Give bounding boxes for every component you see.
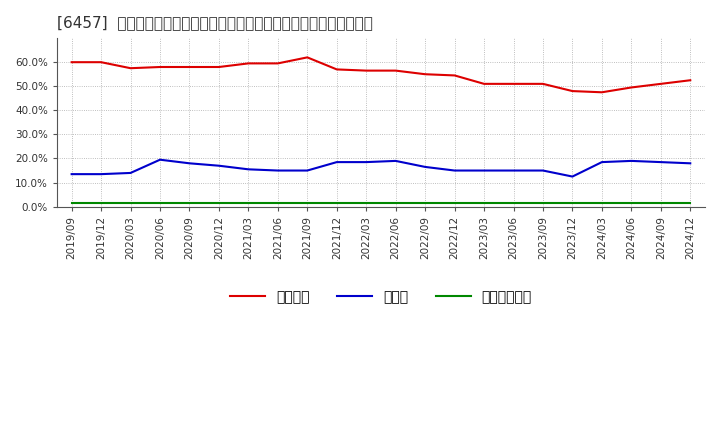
繰延税金資産 [480, 200, 488, 205]
繰延税金資産 [450, 200, 459, 205]
繰延税金資産 [333, 200, 341, 205]
繰延税金資産 [392, 200, 400, 205]
自己資本 [539, 81, 547, 87]
繰延税金資産 [215, 200, 223, 205]
Line: のれん: のれん [71, 160, 690, 176]
自己資本 [480, 81, 488, 87]
繰延税金資産 [686, 200, 695, 205]
のれん [362, 159, 371, 165]
のれん [686, 161, 695, 166]
自己資本 [96, 59, 105, 65]
自己資本 [156, 64, 164, 70]
のれん [303, 168, 312, 173]
繰延税金資産 [185, 200, 194, 205]
のれん [657, 159, 665, 165]
のれん [627, 158, 636, 164]
自己資本 [568, 88, 577, 94]
繰延税金資産 [303, 200, 312, 205]
繰延税金資産 [539, 200, 547, 205]
自己資本 [215, 64, 223, 70]
のれん [274, 168, 282, 173]
のれん [539, 168, 547, 173]
繰延税金資産 [598, 200, 606, 205]
Line: 自己資本: 自己資本 [71, 57, 690, 92]
のれん [392, 158, 400, 164]
繰延税金資産 [156, 200, 164, 205]
自己資本 [598, 90, 606, 95]
自己資本 [509, 81, 518, 87]
自己資本 [67, 59, 76, 65]
繰延税金資産 [126, 200, 135, 205]
Legend: 自己資本, のれん, 繰延税金資産: 自己資本, のれん, 繰延税金資産 [225, 284, 537, 309]
のれん [67, 172, 76, 177]
繰延税金資産 [420, 200, 429, 205]
自己資本 [244, 61, 253, 66]
自己資本 [657, 81, 665, 87]
繰延税金資産 [67, 200, 76, 205]
自己資本 [126, 66, 135, 71]
繰延税金資産 [362, 200, 371, 205]
自己資本 [450, 73, 459, 78]
のれん [185, 161, 194, 166]
自己資本 [274, 61, 282, 66]
自己資本 [362, 68, 371, 73]
繰延税金資産 [627, 200, 636, 205]
繰延税金資産 [244, 200, 253, 205]
のれん [568, 174, 577, 179]
のれん [156, 157, 164, 162]
のれん [96, 172, 105, 177]
繰延税金資産 [274, 200, 282, 205]
のれん [244, 167, 253, 172]
自己資本 [185, 64, 194, 70]
のれん [215, 163, 223, 169]
繰延税金資産 [657, 200, 665, 205]
のれん [126, 170, 135, 176]
繰延税金資産 [96, 200, 105, 205]
自己資本 [303, 55, 312, 60]
のれん [509, 168, 518, 173]
繰延税金資産 [568, 200, 577, 205]
のれん [450, 168, 459, 173]
Text: [6457]  自己資本、のれん、繰延税金資産の総資産に対する比率の推移: [6457] 自己資本、のれん、繰延税金資産の総資産に対する比率の推移 [57, 15, 373, 30]
のれん [420, 164, 429, 169]
のれん [333, 159, 341, 165]
のれん [480, 168, 488, 173]
自己資本 [392, 68, 400, 73]
のれん [598, 159, 606, 165]
自己資本 [333, 67, 341, 72]
繰延税金資産 [509, 200, 518, 205]
自己資本 [420, 72, 429, 77]
自己資本 [627, 85, 636, 90]
自己資本 [686, 77, 695, 83]
